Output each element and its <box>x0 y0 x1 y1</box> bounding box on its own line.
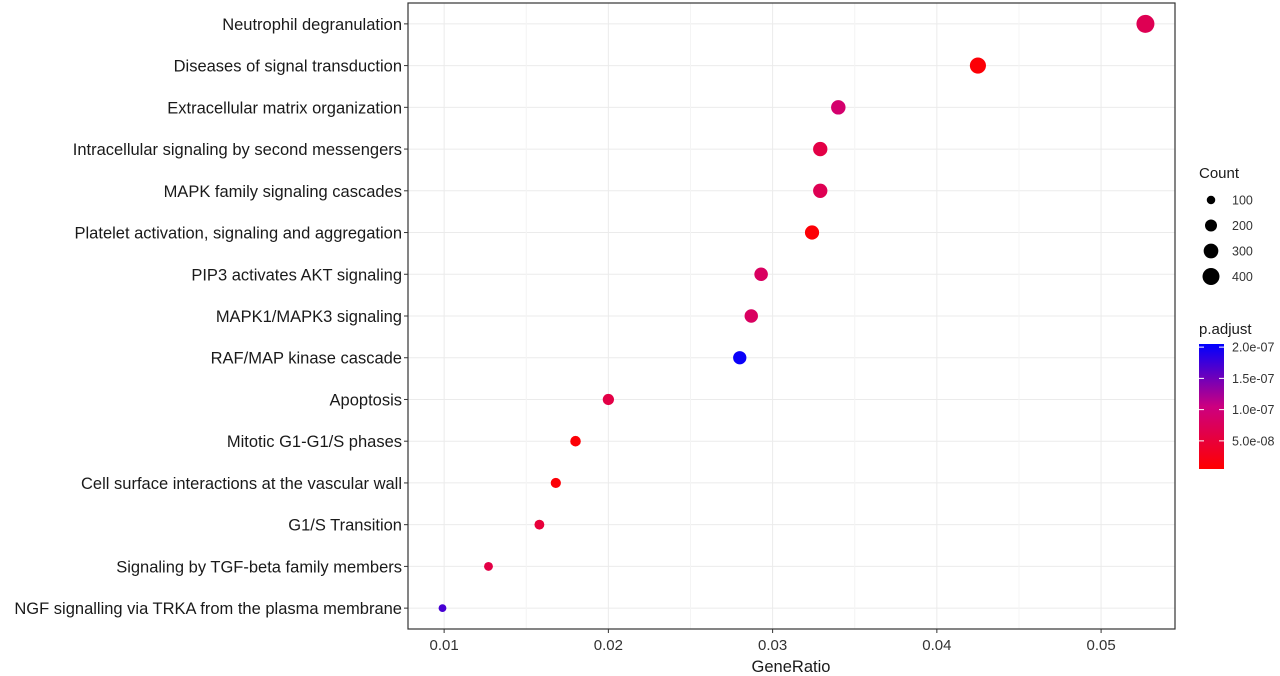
p-adjust-tick-label: 5.0e-08 <box>1232 434 1274 448</box>
p-adjust-legend: p.adjust 2.0e-07 1.5e-07 1.0e-07 5.0e-08 <box>1199 321 1274 469</box>
y-tick-label: Diseases of signal transduction <box>174 58 402 76</box>
data-point <box>831 100 846 115</box>
y-tick-label: MAPK1/MAPK3 signaling <box>216 308 402 326</box>
p-adjust-tick-label: 1.5e-07 <box>1232 372 1274 386</box>
y-tick-label: Intracellular signaling by second messen… <box>73 141 402 159</box>
count-legend-key <box>1205 219 1217 232</box>
x-tick-label: 0.05 <box>1086 637 1115 654</box>
data-point <box>969 57 986 74</box>
count-legend-label: 200 <box>1232 219 1253 233</box>
y-tick-label: G1/S Transition <box>288 517 402 535</box>
y-tick-label: Extracellular matrix organization <box>167 99 402 117</box>
y-tick-label: RAF/MAP kinase cascade <box>211 350 402 368</box>
x-tick-label: 0.03 <box>758 637 787 654</box>
gridlines <box>408 3 1175 629</box>
y-axis-ticks: Neutrophil degranulation Diseases of sign… <box>14 16 408 618</box>
data-point <box>744 309 758 323</box>
count-legend-label: 400 <box>1232 270 1253 284</box>
y-tick-label: Cell surface interactions at the vascula… <box>81 475 402 493</box>
x-tick-label: 0.02 <box>594 637 623 654</box>
data-point <box>534 519 545 530</box>
data-point <box>754 267 768 282</box>
y-tick-label: Signaling by TGF-beta family members <box>116 558 402 576</box>
y-tick-label: Neutrophil degranulation <box>222 16 402 34</box>
count-legend-label: 300 <box>1232 245 1253 259</box>
x-axis-title: GeneRatio <box>752 658 831 676</box>
count-legend-key <box>1203 243 1219 259</box>
x-tick-label: 0.04 <box>922 637 951 654</box>
data-point <box>813 183 828 198</box>
data-points <box>438 14 1155 613</box>
count-legend-label: 100 <box>1232 194 1253 208</box>
y-tick-label: PIP3 activates AKT signaling <box>191 266 402 284</box>
y-tick-label: Apoptosis <box>330 391 402 409</box>
data-point <box>813 141 828 157</box>
data-point <box>804 225 820 240</box>
p-adjust-legend-title: p.adjust <box>1199 321 1252 338</box>
p-adjust-tick-label: 1.0e-07 <box>1232 403 1274 417</box>
data-point <box>570 435 581 447</box>
y-tick-label: MAPK family signaling cascades <box>164 183 402 201</box>
data-point <box>602 393 614 406</box>
p-adjust-tick-label: 2.0e-07 <box>1232 341 1274 355</box>
data-point <box>484 561 493 571</box>
data-point <box>733 351 747 365</box>
count-legend-title: Count <box>1199 165 1240 182</box>
data-point <box>438 604 447 613</box>
count-legend-key <box>1206 195 1216 205</box>
y-tick-label: Mitotic G1-G1/S phases <box>227 433 402 451</box>
y-tick-label: Platelet activation, signaling and aggre… <box>75 225 402 243</box>
x-tick-label: 0.01 <box>430 637 459 654</box>
count-legend: Count 100 200 300 400 <box>1199 165 1253 285</box>
x-axis-ticks: 0.01 0.02 0.03 0.04 0.05 <box>430 629 1116 654</box>
data-point <box>550 477 561 489</box>
count-legend-key <box>1202 268 1220 285</box>
p-adjust-colorbar <box>1199 344 1224 469</box>
y-tick-label: NGF signalling via TRKA from the plasma … <box>14 600 402 618</box>
data-point <box>1136 14 1155 33</box>
